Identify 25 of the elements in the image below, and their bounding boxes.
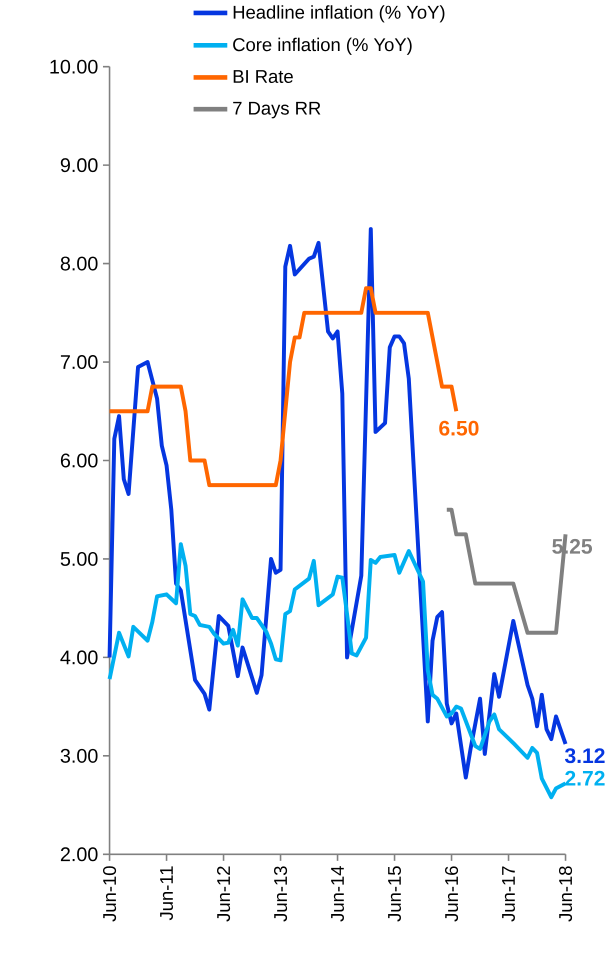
x-tick-label: Jun-11 <box>160 866 174 920</box>
data-label: 2.72 <box>565 770 605 786</box>
legend-label: Headline inflation (% YoY) <box>234 5 444 22</box>
y-tick-label: 2.00 <box>60 847 98 862</box>
data-label: 3.12 <box>565 748 605 764</box>
y-tick-label: 7.00 <box>60 355 98 370</box>
y-tick-label: 6.00 <box>60 454 98 468</box>
y-tick-label: 10.00 <box>50 60 98 74</box>
x-tick-label: Jun-17 <box>502 866 516 922</box>
legend-label: Core inflation (% YoY) <box>233 38 412 55</box>
legend-label: 7 Days RR <box>233 102 320 118</box>
y-tick-label: 5.00 <box>60 552 98 566</box>
y-tick-label: 8.00 <box>60 256 98 271</box>
legend-label: BI Rate <box>234 70 293 83</box>
y-tick-label: 3.00 <box>60 748 98 763</box>
x-tick-label: Jun-16 <box>445 866 458 922</box>
x-tick-label: Jun-15 <box>388 866 402 922</box>
x-tick-label: Jun-13 <box>274 866 288 922</box>
y-tick-label: 9.00 <box>60 158 98 172</box>
x-tick-label: Jun-14 <box>331 866 344 922</box>
x-tick-label: Jun-10 <box>103 866 116 922</box>
y-tick-label: 4.00 <box>60 650 98 664</box>
x-tick-label: Jun-18 <box>559 866 572 922</box>
x-tick-label: Jun-12 <box>217 866 230 922</box>
data-label: 6.50 <box>439 420 479 436</box>
